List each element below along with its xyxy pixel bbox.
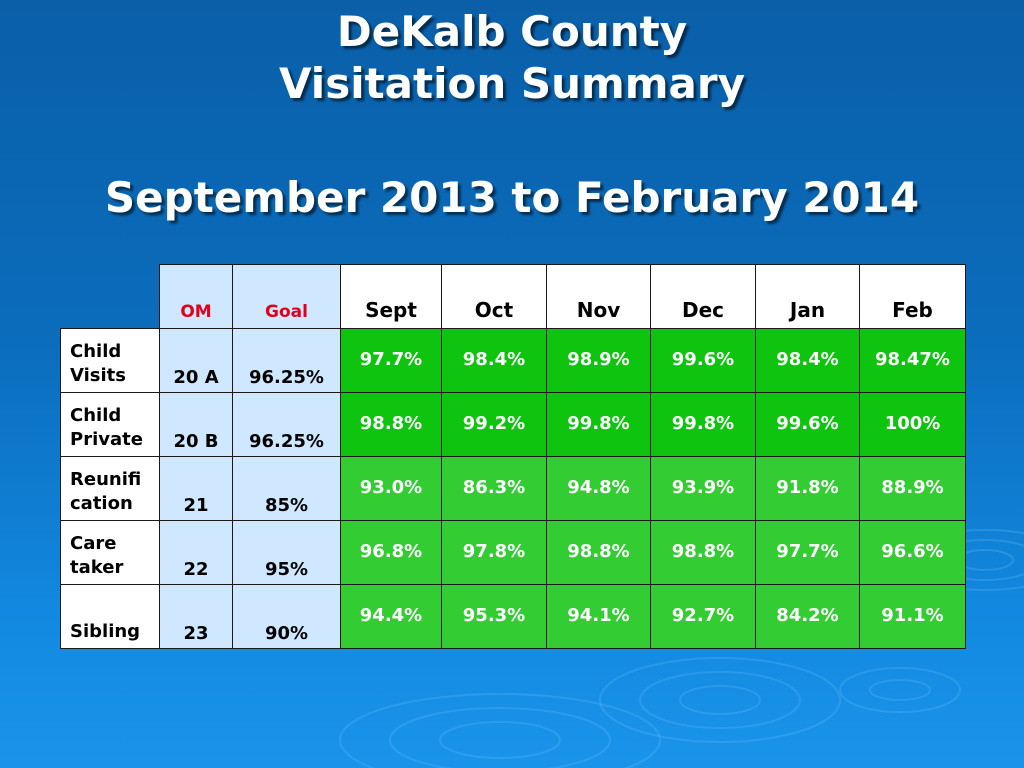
value-cell: 88.9%	[859, 456, 966, 521]
row-label-line-2: cation	[70, 493, 133, 514]
value-cell: 97.7%	[340, 328, 442, 393]
value-cell: 99.6%	[755, 392, 860, 457]
om-cell: 20 B	[159, 392, 233, 457]
om-cell: 23	[159, 584, 233, 649]
om-header: OM	[159, 264, 233, 329]
row-label-line-1: Care	[70, 533, 117, 554]
goal-cell: 85%	[232, 456, 341, 521]
row-label-line-2: Private	[70, 429, 143, 450]
goal-header: Goal	[232, 264, 341, 329]
table-row: Child Visits 20 A 96.25% 97.7% 98.4% 98.9…	[60, 328, 966, 393]
goal-cell: 95%	[232, 520, 341, 585]
table-row: Care taker 22 95% 96.8% 97.8% 98.8% 98.8%…	[60, 520, 966, 585]
value-cell: 96.6%	[859, 520, 966, 585]
value-cell: 93.0%	[340, 456, 442, 521]
date-range-subtitle: September 2013 to February 2014	[104, 173, 920, 222]
month-header: Nov	[546, 264, 651, 329]
value-cell: 98.47%	[859, 328, 966, 393]
row-label-line-2: Visits	[70, 365, 126, 386]
value-cell: 98.8%	[546, 520, 651, 585]
value-cell: 97.8%	[441, 520, 547, 585]
row-label-line-1: Reunifi	[70, 469, 142, 490]
goal-cell: 90%	[232, 584, 341, 649]
row-label-line-1: Child	[70, 405, 122, 426]
value-cell: 93.9%	[650, 456, 756, 521]
month-header: Dec	[650, 264, 756, 329]
value-cell: 100%	[859, 392, 966, 457]
row-label: Sibling	[60, 584, 160, 649]
row-label: Care taker	[60, 520, 160, 585]
row-label-line-2: Sibling	[70, 621, 141, 642]
value-cell: 92.7%	[650, 584, 756, 649]
value-cell: 99.2%	[441, 392, 547, 457]
table-header-row: OM Goal Sept Oct Nov Dec Jan Feb	[60, 264, 966, 329]
goal-cell: 96.25%	[232, 392, 341, 457]
value-cell: 98.4%	[441, 328, 547, 393]
value-cell: 94.8%	[546, 456, 651, 521]
value-cell: 95.3%	[441, 584, 547, 649]
om-cell: 21	[159, 456, 233, 521]
value-cell: 98.8%	[650, 520, 756, 585]
table-row: Reunifi cation 21 85% 93.0% 86.3% 94.8% 9…	[60, 456, 966, 521]
value-cell: 84.2%	[755, 584, 860, 649]
title-block: DeKalb County Visitation Summary	[0, 6, 1024, 110]
value-cell: 99.8%	[650, 392, 756, 457]
value-cell: 96.8%	[340, 520, 442, 585]
table-row: Sibling 23 90% 94.4% 95.3% 94.1% 92.7% 8…	[60, 584, 966, 649]
title-line-2: Visitation Summary	[279, 59, 745, 108]
value-cell: 91.8%	[755, 456, 860, 521]
value-cell: 86.3%	[441, 456, 547, 521]
value-cell: 99.8%	[546, 392, 651, 457]
goal-cell: 96.25%	[232, 328, 341, 393]
month-header: Feb	[859, 264, 966, 329]
month-header: Jan	[755, 264, 860, 329]
value-cell: 97.7%	[755, 520, 860, 585]
value-cell: 91.1%	[859, 584, 966, 649]
value-cell: 94.1%	[546, 584, 651, 649]
month-header: Oct	[441, 264, 547, 329]
row-label-line-1: Child	[70, 341, 122, 362]
visitation-summary-table: OM Goal Sept Oct Nov Dec Jan Feb Child Vi…	[60, 264, 966, 649]
om-cell: 20 A	[159, 328, 233, 393]
table-row: Child Private 20 B 96.25% 98.8% 99.2% 99.…	[60, 392, 966, 457]
month-header: Sept	[340, 264, 442, 329]
row-label: Child Visits	[60, 328, 160, 393]
value-cell: 94.4%	[340, 584, 442, 649]
title-line-1: DeKalb County	[336, 7, 688, 56]
empty-corner-cell	[60, 264, 160, 329]
value-cell: 98.8%	[340, 392, 442, 457]
row-label: Child Private	[60, 392, 160, 457]
value-cell: 98.9%	[546, 328, 651, 393]
om-cell: 22	[159, 520, 233, 585]
value-cell: 99.6%	[650, 328, 756, 393]
row-label-line-2: taker	[70, 557, 124, 578]
row-label: Reunifi cation	[60, 456, 160, 521]
value-cell: 98.4%	[755, 328, 860, 393]
